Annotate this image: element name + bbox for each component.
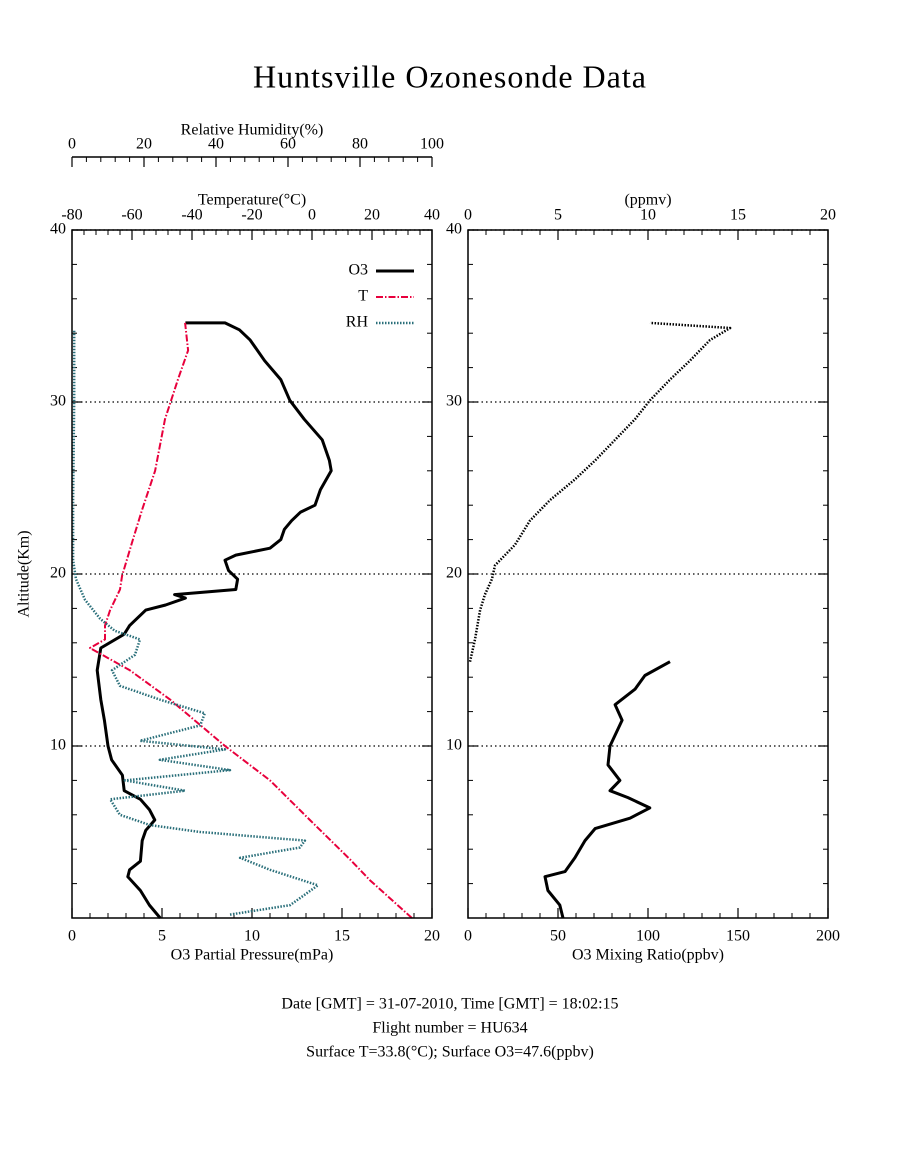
x-tick-label: 20	[820, 207, 836, 224]
x-tick-label: 150	[726, 928, 750, 945]
x-tick-label: 40	[424, 207, 440, 224]
x-tick-label: -20	[241, 207, 262, 224]
x-tick-label: 0	[308, 207, 316, 224]
x-tick-label: 0	[68, 928, 76, 945]
x-tick-label: 60	[280, 136, 296, 153]
x-tick-label: 50	[550, 928, 566, 945]
plot-frame	[71, 229, 433, 919]
legend-label: RH	[346, 314, 369, 331]
x-tick-label: 200	[816, 928, 840, 945]
x-tick-label: -40	[181, 207, 202, 224]
footer-note: Date [GMT] = 31-07-2010, Time [GMT] = 18…	[281, 996, 618, 1013]
x-tick-label: -60	[121, 207, 142, 224]
x-tick-label: 100	[420, 136, 444, 153]
x-tick-label: 5	[158, 928, 166, 945]
x-tick-label: 15	[730, 207, 746, 224]
x-tick-label: 20	[136, 136, 152, 153]
x-tick-label: 15	[334, 928, 350, 945]
y-tick-label: 40	[446, 221, 462, 238]
x-tick-label: 20	[364, 207, 380, 224]
y-tick-label: 30	[446, 393, 462, 410]
x-tick-label: 10	[244, 928, 260, 945]
data-line	[95, 321, 333, 919]
y-tick-label: 40	[50, 221, 66, 238]
x-tick-label: 0	[464, 207, 472, 224]
footer-note: Surface T=33.8(°C); Surface O3=47.6(ppbv…	[306, 1044, 594, 1061]
axis-label: Relative Humidity(%)	[181, 122, 324, 139]
axis-label: O3 Partial Pressure(mPa)	[171, 947, 334, 964]
footer-note: Flight number = HU634	[372, 1020, 527, 1037]
y-tick-label: 20	[446, 565, 462, 582]
x-tick-label: 5	[554, 207, 562, 224]
x-tick-label: -80	[61, 207, 82, 224]
y-axis-label: Altitude(Km)	[16, 530, 33, 617]
legend-label: T	[358, 288, 368, 305]
axis-label: (ppmv)	[624, 192, 671, 209]
x-tick-label: 40	[208, 136, 224, 153]
axis-label: Temperature(°C)	[198, 192, 306, 209]
data-line	[89, 322, 413, 919]
x-tick-label: 0	[68, 136, 76, 153]
y-tick-label: 30	[50, 393, 66, 410]
plot-frame	[467, 229, 829, 919]
y-tick-label: 10	[50, 737, 66, 754]
y-tick-label: 20	[50, 565, 66, 582]
x-tick-label: 100	[636, 928, 660, 945]
x-tick-label: 20	[424, 928, 440, 945]
x-tick-label: 0	[464, 928, 472, 945]
data-line	[543, 660, 671, 919]
data-line	[71, 329, 320, 916]
x-tick-label: 10	[640, 207, 656, 224]
axis-label: O3 Mixing Ratio(ppbv)	[572, 947, 724, 964]
x-tick-label: 80	[352, 136, 368, 153]
y-tick-label: 10	[446, 737, 462, 754]
legend-label: O3	[348, 262, 368, 279]
chart-title: Huntsville Ozonesonde Data	[253, 58, 647, 94]
